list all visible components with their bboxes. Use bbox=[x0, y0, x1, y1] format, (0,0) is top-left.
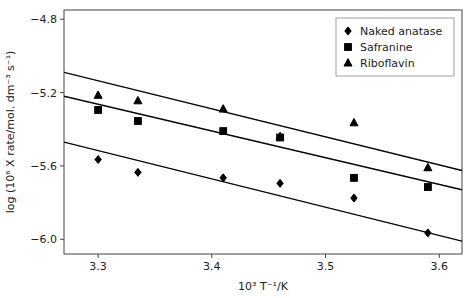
x-axis-label: 10³ T⁻¹/K bbox=[238, 280, 289, 293]
x-tick-label: 3.6 bbox=[431, 260, 449, 273]
data-point bbox=[220, 174, 226, 182]
trend-line bbox=[64, 142, 462, 241]
legend-marker bbox=[344, 59, 352, 66]
data-point bbox=[219, 105, 227, 112]
legend-label: Naked anatase bbox=[360, 25, 442, 38]
x-tick bbox=[211, 254, 212, 258]
plot-frame bbox=[64, 10, 462, 254]
y-tick bbox=[60, 239, 64, 240]
data-point bbox=[424, 163, 432, 170]
data-point bbox=[424, 184, 431, 191]
y-tick bbox=[60, 92, 64, 93]
y-tick-label: −5.2 bbox=[30, 87, 57, 100]
data-point bbox=[95, 156, 101, 164]
data-point bbox=[134, 96, 142, 103]
y-tick-label: −4.8 bbox=[30, 13, 57, 26]
legend-label: Safranine bbox=[360, 41, 413, 54]
data-point bbox=[94, 91, 102, 98]
y-tick bbox=[60, 19, 64, 20]
data-point bbox=[351, 174, 358, 181]
data-point bbox=[351, 194, 357, 202]
legend-label: Riboflavin bbox=[360, 57, 415, 70]
legend-marker bbox=[345, 44, 352, 51]
x-tick bbox=[98, 254, 99, 258]
data-point bbox=[350, 118, 358, 125]
y-tick-label: −5.6 bbox=[30, 160, 57, 173]
data-point bbox=[95, 107, 102, 114]
x-tick-label: 3.3 bbox=[89, 260, 107, 273]
data-point bbox=[220, 128, 227, 135]
legend: Naked anatase Safranine Riboflavin bbox=[336, 18, 454, 76]
data-point bbox=[135, 168, 141, 176]
data-point bbox=[425, 229, 431, 237]
data-point bbox=[277, 179, 283, 187]
trend-line bbox=[64, 72, 462, 170]
legend-marker bbox=[345, 27, 351, 35]
plot-area bbox=[64, 72, 462, 241]
x-tick bbox=[325, 254, 326, 258]
x-tick-label: 3.5 bbox=[317, 260, 335, 273]
y-axis-label: log (10⁶ X rate/mol. dm⁻³ s⁻¹) bbox=[4, 51, 17, 214]
x-tick-label: 3.4 bbox=[203, 260, 221, 273]
legend-box bbox=[336, 18, 454, 76]
chart: 3.3 3.4 3.5 3.6 −6.0 −5.6 −5.2 −4.8 10³ T⁻¹/K log… bbox=[0, 0, 474, 298]
x-tick bbox=[439, 254, 440, 258]
y-tick-label: −6.0 bbox=[30, 233, 57, 246]
trend-line bbox=[64, 96, 462, 190]
data-point bbox=[276, 132, 284, 139]
data-point bbox=[135, 118, 142, 125]
y-tick bbox=[60, 165, 64, 166]
